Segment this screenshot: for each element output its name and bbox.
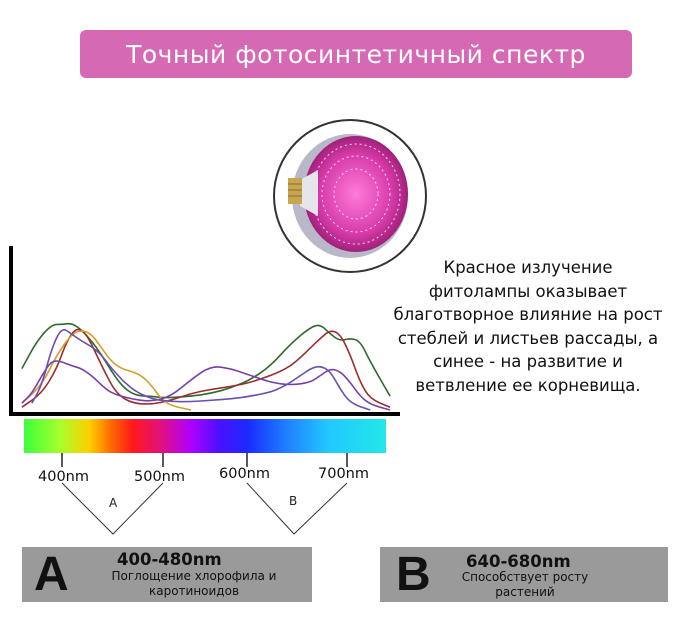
series-line-4 <box>21 360 391 411</box>
tick-label-500: 500nm <box>134 469 185 485</box>
box-a-text-line1: Поглощение хлорофила и <box>111 569 277 583</box>
bracket-a-letter: A <box>109 496 118 510</box>
bracket-a <box>61 482 164 535</box>
series-line-5 <box>31 328 371 411</box>
box-b-range: 640-680nm <box>466 552 571 571</box>
box-a-range: 400-480nm <box>117 550 222 569</box>
box-b-letter: B <box>396 548 431 601</box>
description-text: Красное излучение фитолампы оказывает бл… <box>393 258 663 395</box>
lamp-icon <box>288 134 408 258</box>
banner-title: Точный фотосинтетичный спектр <box>126 39 586 69</box>
series-line-1 <box>21 322 391 399</box>
tick-label-600: 600nm <box>219 466 270 482</box>
box-b-text: Способствует росту растений <box>450 570 600 600</box>
bracket-b-letter: B <box>289 494 298 508</box>
info-box-a: A 400-480nm Поглощение хлорофила и карот… <box>22 547 312 602</box>
box-a-text-line2: каротиноидов <box>148 584 240 598</box>
bracket-b <box>246 482 348 535</box>
info-box-b: B 640-680nm Способствует росту растений <box>380 547 668 602</box>
x-ticks <box>61 453 348 467</box>
series-line-2 <box>21 328 391 408</box>
series-lines <box>21 322 391 411</box>
box-a-letter: A <box>34 548 69 601</box>
spectrum-bar <box>24 419 386 453</box>
box-b-text-line2: растений <box>495 585 555 599</box>
tick-label-400: 400nm <box>38 469 89 485</box>
tick-label-700: 700nm <box>318 466 369 482</box>
box-b-text-line1: Способствует росту <box>461 570 589 584</box>
box-a-text: Поглощение хлорофила и каротиноидов <box>84 569 304 599</box>
title-banner: Точный фотосинтетичный спектр <box>80 30 632 78</box>
lamp-frame <box>273 119 427 273</box>
